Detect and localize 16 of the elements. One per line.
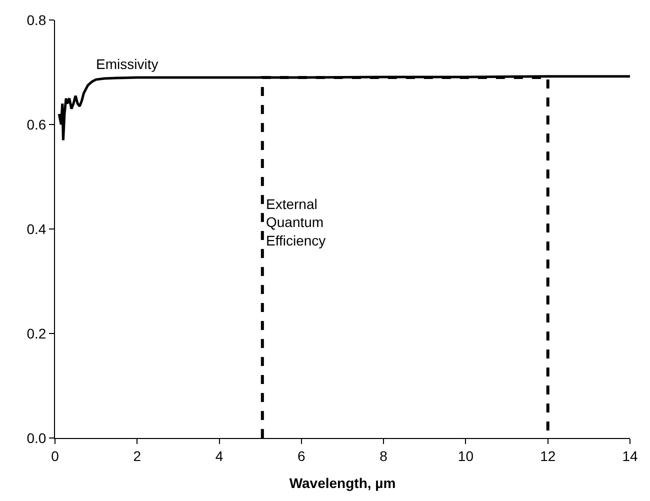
x-tick-label: 0 <box>51 448 60 464</box>
series-label: Emissivity <box>96 56 158 72</box>
x-tick-label: 8 <box>380 448 388 464</box>
x-tick-label: 12 <box>540 448 556 464</box>
x-axis-title: Wavelength, µm <box>289 475 396 492</box>
y-tick-label: 0.4 <box>26 220 46 237</box>
x-tick-label: 10 <box>458 448 474 464</box>
x-tick-label: 4 <box>215 448 224 464</box>
x-tick-label: 6 <box>298 448 306 464</box>
y-tick-label: 0.6 <box>26 116 46 132</box>
y-tick-label: 0.0 <box>26 430 46 446</box>
y-tick-label: 0.8 <box>26 12 46 28</box>
x-tick-label: 14 <box>622 448 638 464</box>
series-label: External Quantum Efficiency <box>266 196 326 248</box>
x-tick-label: 2 <box>133 448 142 464</box>
y-tick-label: 0.2 <box>26 325 46 342</box>
